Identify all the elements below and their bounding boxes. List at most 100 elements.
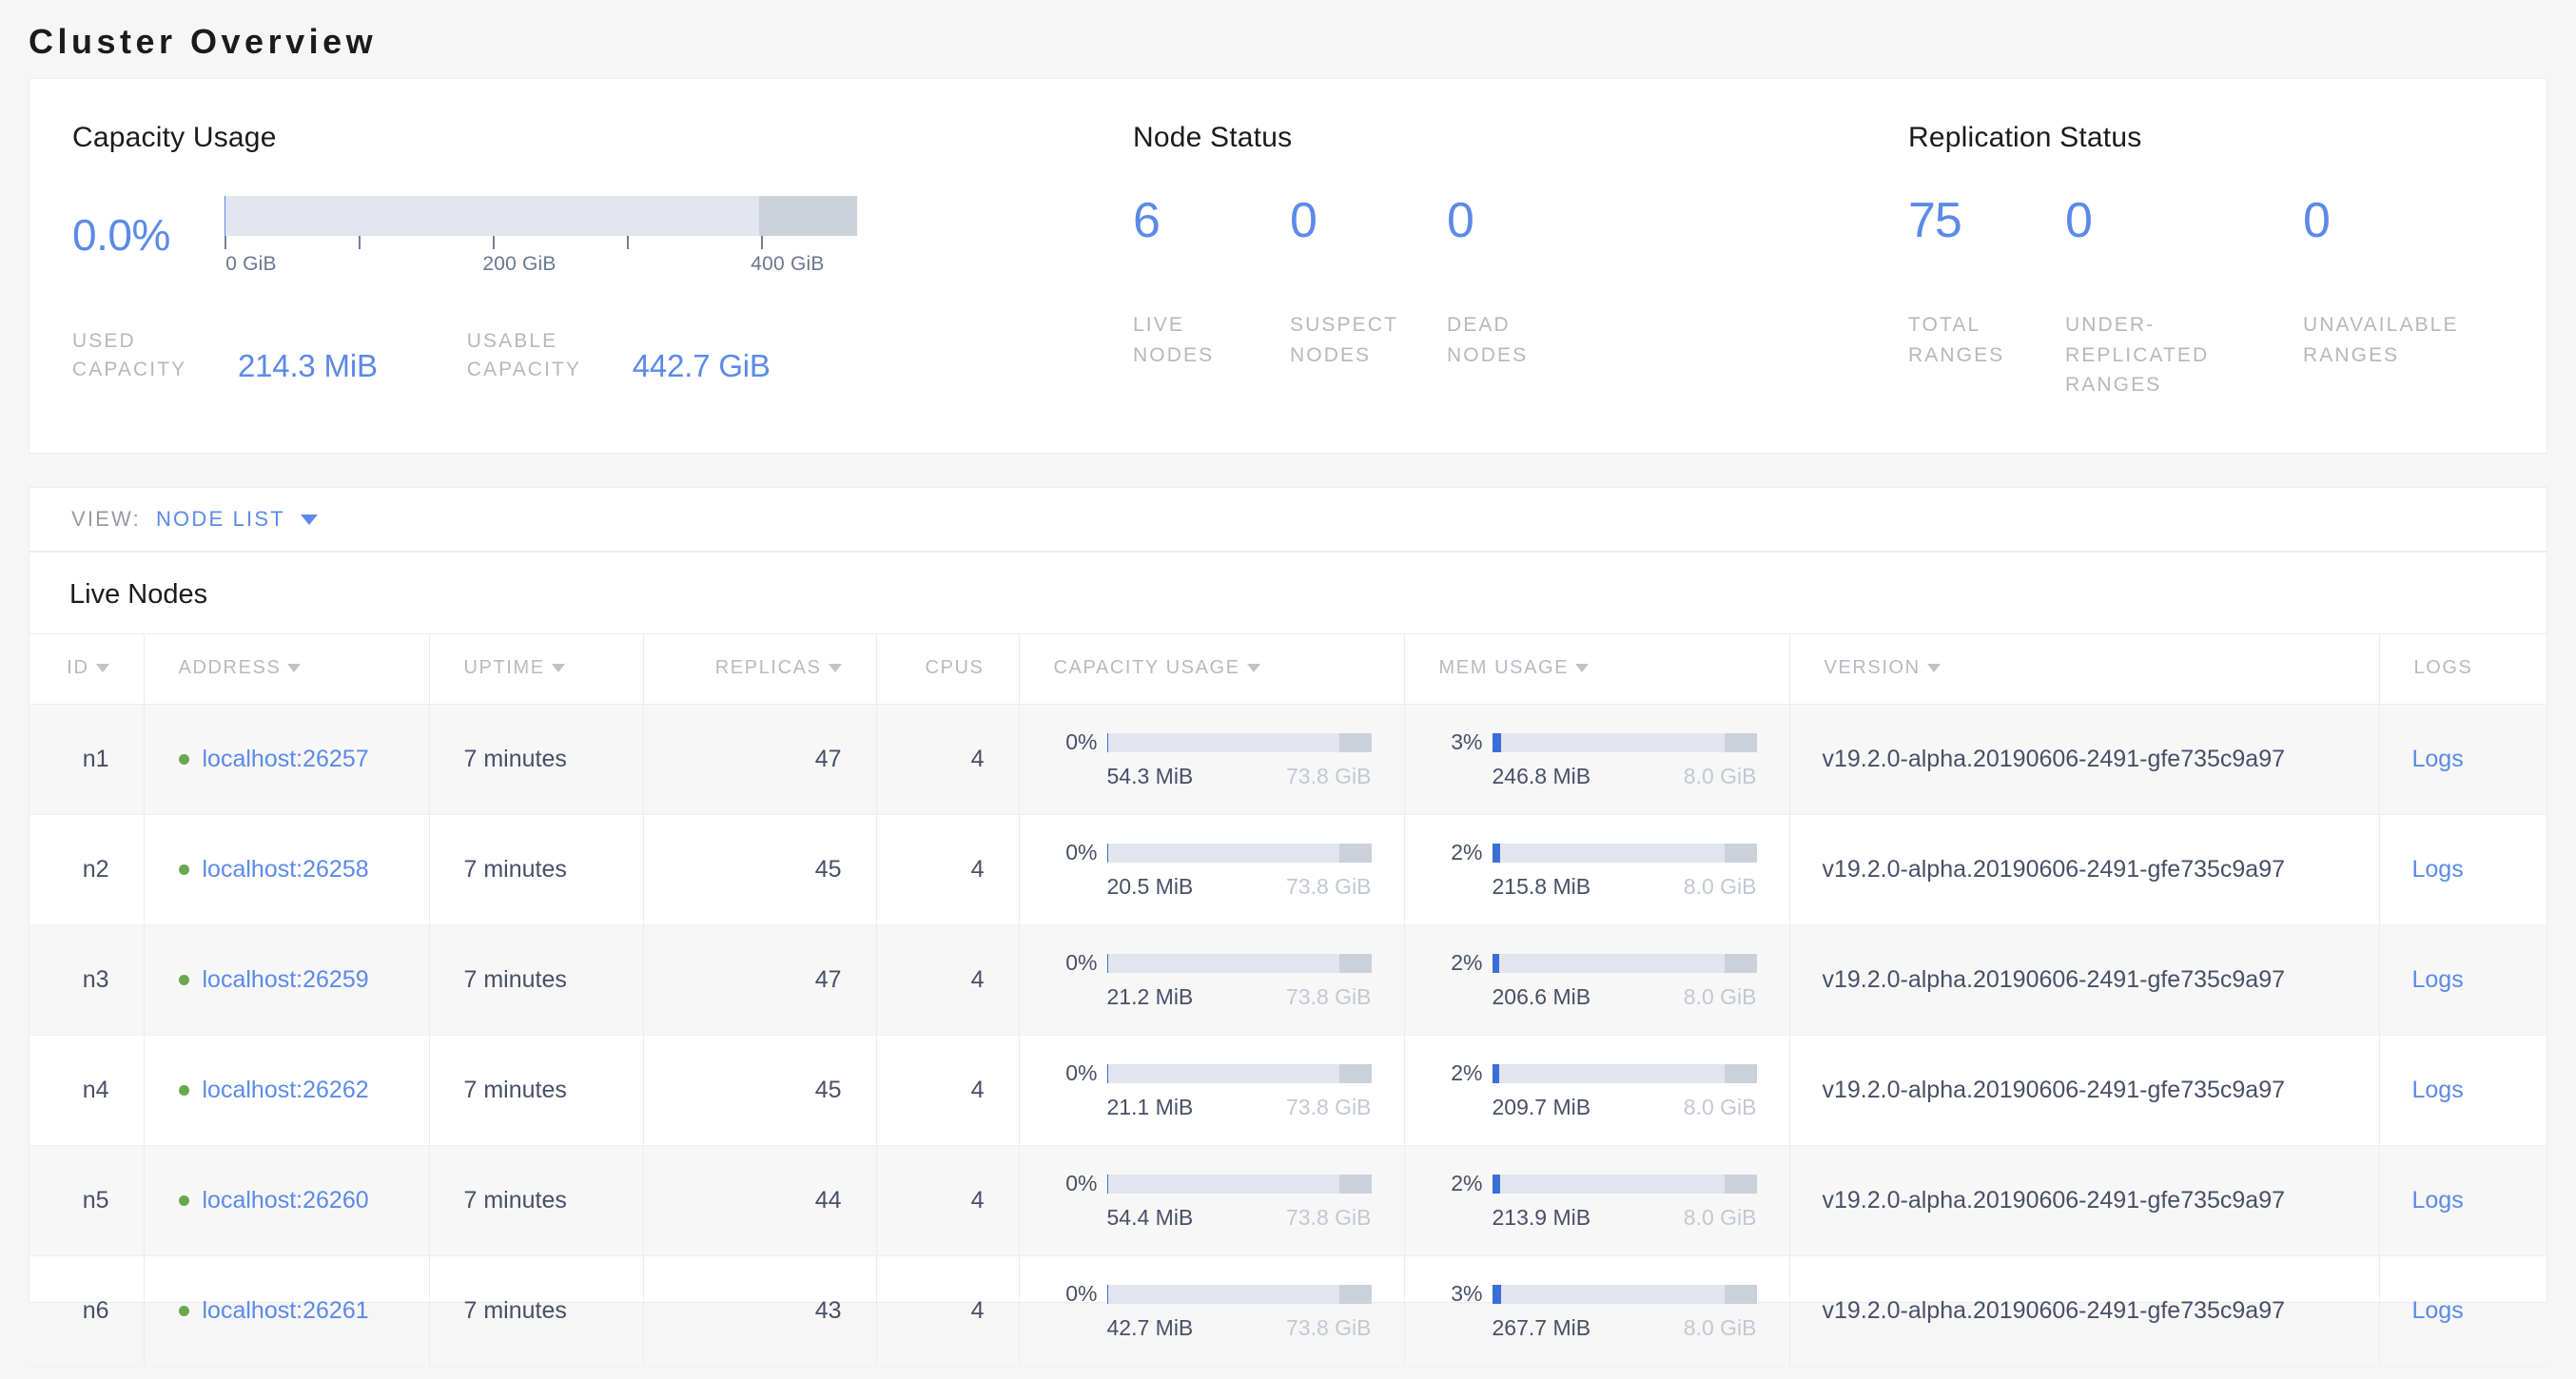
capacity-usage-bar bbox=[224, 196, 857, 236]
mem-usage-cell: 2% 213.9 MiB 8.0 GiB bbox=[1403, 1145, 1789, 1256]
column-header-address[interactable]: Address bbox=[143, 633, 429, 705]
mem-usage-bar-reserved bbox=[1724, 1284, 1757, 1304]
table-row[interactable]: n1 localhost:26257 7 minutes 47 4 0% 54.3 MiB 7… bbox=[29, 704, 2547, 815]
node-version-cell: v19.2.0-alpha.20190606-2491-gfe735c9a97 bbox=[1788, 1145, 2379, 1256]
node-address-cell: localhost:26257 bbox=[143, 704, 429, 815]
table-row[interactable]: n4 localhost:26262 7 minutes 45 4 0% 21.1 MiB 7… bbox=[29, 1035, 2547, 1146]
view-selector-value[interactable]: Node List bbox=[155, 507, 285, 531]
capacity-stat-value: 442.7 GiB bbox=[632, 348, 771, 383]
column-header-uptime[interactable]: Uptime bbox=[428, 633, 643, 705]
mem-usage-bar-fill bbox=[1492, 732, 1501, 752]
node-address-cell: localhost:26260 bbox=[143, 1145, 429, 1256]
column-header-capacity[interactable]: Capacity Usage bbox=[1018, 633, 1404, 705]
node-logs-link[interactable]: Logs bbox=[2411, 746, 2464, 772]
node-version-cell: v19.2.0-alpha.20190606-2491-gfe735c9a97 bbox=[1788, 924, 2379, 1036]
mem-usage-used-value: 246.8 MiB bbox=[1492, 764, 1591, 788]
node-status-dot-icon bbox=[178, 1195, 189, 1206]
column-header-label: Uptime bbox=[463, 657, 545, 678]
sort-caret-icon[interactable] bbox=[287, 664, 302, 672]
node-id-cell: n2 bbox=[29, 814, 144, 925]
node-version-value: v19.2.0-alpha.20190606-2491-gfe735c9a97 bbox=[1822, 1187, 2286, 1214]
capacity-usage-bar-fill bbox=[224, 196, 225, 236]
capacity-usage-bar bbox=[1106, 843, 1372, 863]
capacity-stats: Used Capacity 214.3 MiB Usable Capacity 442… bbox=[72, 327, 1114, 385]
mem-usage-percent: 2% bbox=[1451, 1060, 1483, 1085]
capacity-usage-used-value: 21.1 MiB bbox=[1106, 1095, 1194, 1119]
mem-usage-cell: 3% 267.7 MiB 8.0 GiB bbox=[1403, 1255, 1789, 1367]
capacity-usage-heading: Capacity Usage bbox=[72, 122, 277, 153]
capacity-usage-cell: 0% 42.7 MiB 73.8 GiB bbox=[1018, 1255, 1404, 1367]
sort-caret-icon[interactable] bbox=[1575, 664, 1590, 672]
node-version-cell: v19.2.0-alpha.20190606-2491-gfe735c9a97 bbox=[1788, 1255, 2379, 1367]
node-address-link[interactable]: localhost:26257 bbox=[202, 746, 369, 772]
node-version-cell: v19.2.0-alpha.20190606-2491-gfe735c9a97 bbox=[1788, 814, 2379, 925]
node-logs-cell: Logs bbox=[2378, 814, 2547, 925]
capacity-axis-tick-label: 0 GiB bbox=[225, 253, 277, 275]
mem-usage-bar-fill bbox=[1492, 843, 1500, 863]
node-status-metric: 0 Dead Nodes bbox=[1447, 196, 1604, 370]
node-logs-link[interactable]: Logs bbox=[2411, 966, 2464, 993]
node-logs-link[interactable]: Logs bbox=[2411, 1187, 2464, 1214]
sort-caret-icon[interactable] bbox=[95, 664, 109, 672]
column-header-replicas[interactable]: Replicas bbox=[642, 633, 876, 705]
capacity-usage-used-value: 20.5 MiB bbox=[1106, 874, 1194, 899]
mem-usage-percent: 2% bbox=[1451, 840, 1483, 864]
mem-usage-bar-reserved bbox=[1724, 843, 1757, 863]
node-uptime-cell: 7 minutes bbox=[428, 1145, 643, 1256]
node-address-link[interactable]: localhost:26262 bbox=[202, 1077, 369, 1103]
mem-usage-bar bbox=[1492, 1284, 1757, 1304]
column-header-cpus: CPUs bbox=[875, 633, 1019, 705]
table-row[interactable]: n6 localhost:26261 7 minutes 43 4 0% 42.7 MiB 7… bbox=[29, 1255, 2547, 1367]
table-row[interactable]: n5 localhost:26260 7 minutes 44 4 0% 54.4 MiB 7… bbox=[29, 1145, 2547, 1256]
table-row[interactable]: n3 localhost:26259 7 minutes 47 4 0% 21.2 MiB 7… bbox=[29, 924, 2547, 1036]
node-logs-link[interactable]: Logs bbox=[2411, 856, 2464, 883]
node-replicas-cell: 47 bbox=[642, 704, 876, 815]
table-body: n1 localhost:26257 7 minutes 47 4 0% 54.3 MiB 7… bbox=[29, 704, 2547, 1367]
column-header-label: CPUs bbox=[925, 657, 985, 678]
capacity-axis-tick bbox=[760, 236, 763, 249]
sort-caret-icon[interactable] bbox=[551, 664, 565, 672]
column-header-id[interactable]: ID bbox=[29, 633, 144, 705]
node-id-cell: n5 bbox=[29, 1145, 144, 1256]
mem-usage-cell: 2% 209.7 MiB 8.0 GiB bbox=[1403, 1035, 1789, 1146]
capacity-stat: Usable Capacity 442.7 GiB bbox=[467, 327, 771, 385]
node-status-metric-value: 0 bbox=[1447, 193, 1474, 248]
mem-usage-bar bbox=[1492, 1174, 1757, 1194]
node-address-cell: localhost:26259 bbox=[143, 924, 429, 1036]
sort-caret-icon[interactable] bbox=[1926, 664, 1941, 672]
mem-usage-used-value: 209.7 MiB bbox=[1492, 1095, 1591, 1119]
node-logs-link[interactable]: Logs bbox=[2411, 1297, 2464, 1324]
table-row[interactable]: n2 localhost:26258 7 minutes 45 4 0% 20.5 MiB 7… bbox=[29, 814, 2547, 925]
node-uptime-cell: 7 minutes bbox=[428, 704, 643, 815]
column-header-label: Replicas bbox=[714, 657, 822, 678]
node-address-link[interactable]: localhost:26260 bbox=[202, 1187, 369, 1214]
node-address-link[interactable]: localhost:26258 bbox=[202, 856, 369, 883]
node-address-cell: localhost:26258 bbox=[143, 814, 429, 925]
table-header-row: ID Address Uptime Replicas CPUs Capacity Usag… bbox=[29, 633, 2547, 705]
node-status-metric-label: Dead Nodes bbox=[1447, 314, 1529, 366]
sort-caret-icon[interactable] bbox=[1246, 664, 1260, 672]
column-header-logs: Logs bbox=[2378, 633, 2547, 705]
node-address-link[interactable]: localhost:26259 bbox=[202, 966, 369, 993]
chevron-down-icon[interactable] bbox=[300, 514, 318, 525]
node-status-metric: 6 Live Nodes bbox=[1133, 196, 1290, 370]
mem-usage-bar-reserved bbox=[1724, 1174, 1757, 1194]
capacity-stat-label: Usable Capacity bbox=[466, 330, 582, 381]
capacity-usage-used-value: 54.3 MiB bbox=[1106, 764, 1194, 788]
sort-caret-icon[interactable] bbox=[828, 664, 842, 672]
node-logs-cell: Logs bbox=[2378, 704, 2547, 815]
node-replicas-cell: 45 bbox=[642, 814, 876, 925]
node-logs-link[interactable]: Logs bbox=[2411, 1077, 2464, 1103]
capacity-usage-bar-fill bbox=[1106, 953, 1108, 973]
capacity-usage-bar bbox=[1106, 953, 1372, 973]
column-header-version[interactable]: Version bbox=[1788, 633, 2379, 705]
mem-usage-bar-reserved bbox=[1724, 732, 1757, 752]
node-address-link[interactable]: localhost:26261 bbox=[202, 1297, 369, 1324]
column-header-mem[interactable]: Mem Usage bbox=[1403, 633, 1789, 705]
node-replicas-cell: 45 bbox=[642, 1035, 876, 1146]
cluster-summary-card: Capacity Usage 0.0% 0 GiB 200 GiB 400 GiB … bbox=[29, 78, 2547, 454]
view-label: View: bbox=[71, 507, 141, 531]
column-header-label: Address bbox=[178, 657, 282, 678]
capacity-usage-bar bbox=[1106, 1174, 1372, 1194]
